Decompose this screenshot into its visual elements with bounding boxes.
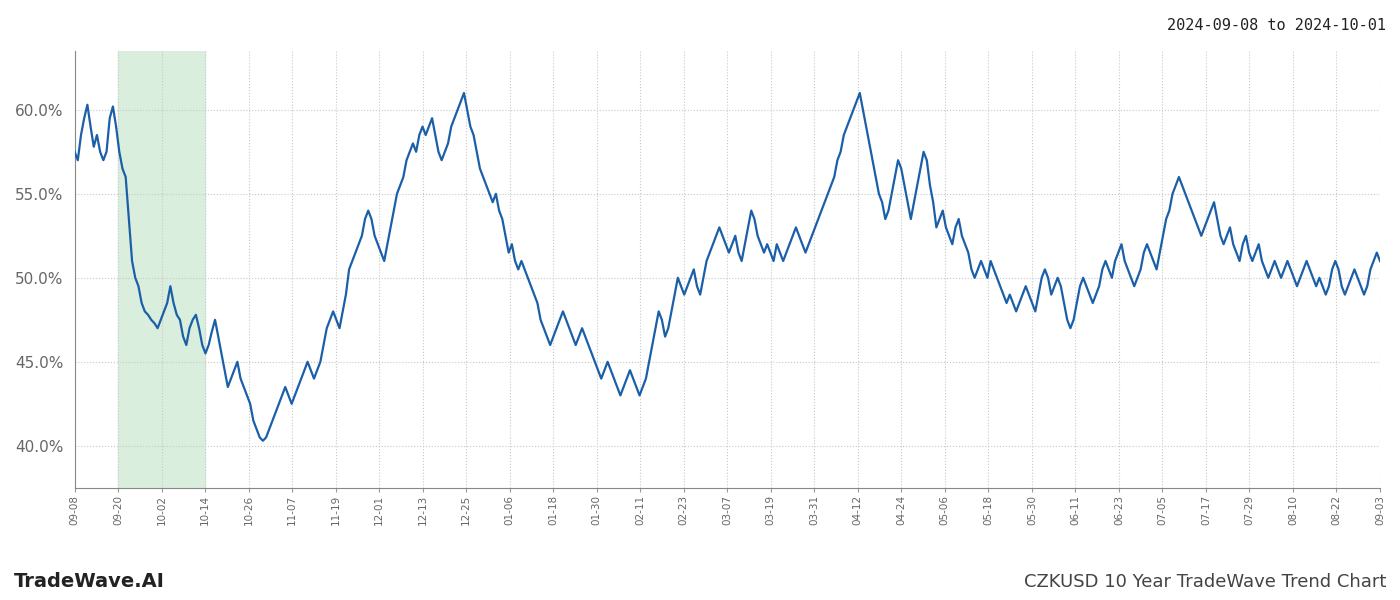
Bar [118, 51, 206, 488]
Text: CZKUSD 10 Year TradeWave Trend Chart: CZKUSD 10 Year TradeWave Trend Chart [1023, 573, 1386, 591]
Text: 2024-09-08 to 2024-10-01: 2024-09-08 to 2024-10-01 [1168, 18, 1386, 33]
Text: TradeWave.AI: TradeWave.AI [14, 572, 165, 591]
